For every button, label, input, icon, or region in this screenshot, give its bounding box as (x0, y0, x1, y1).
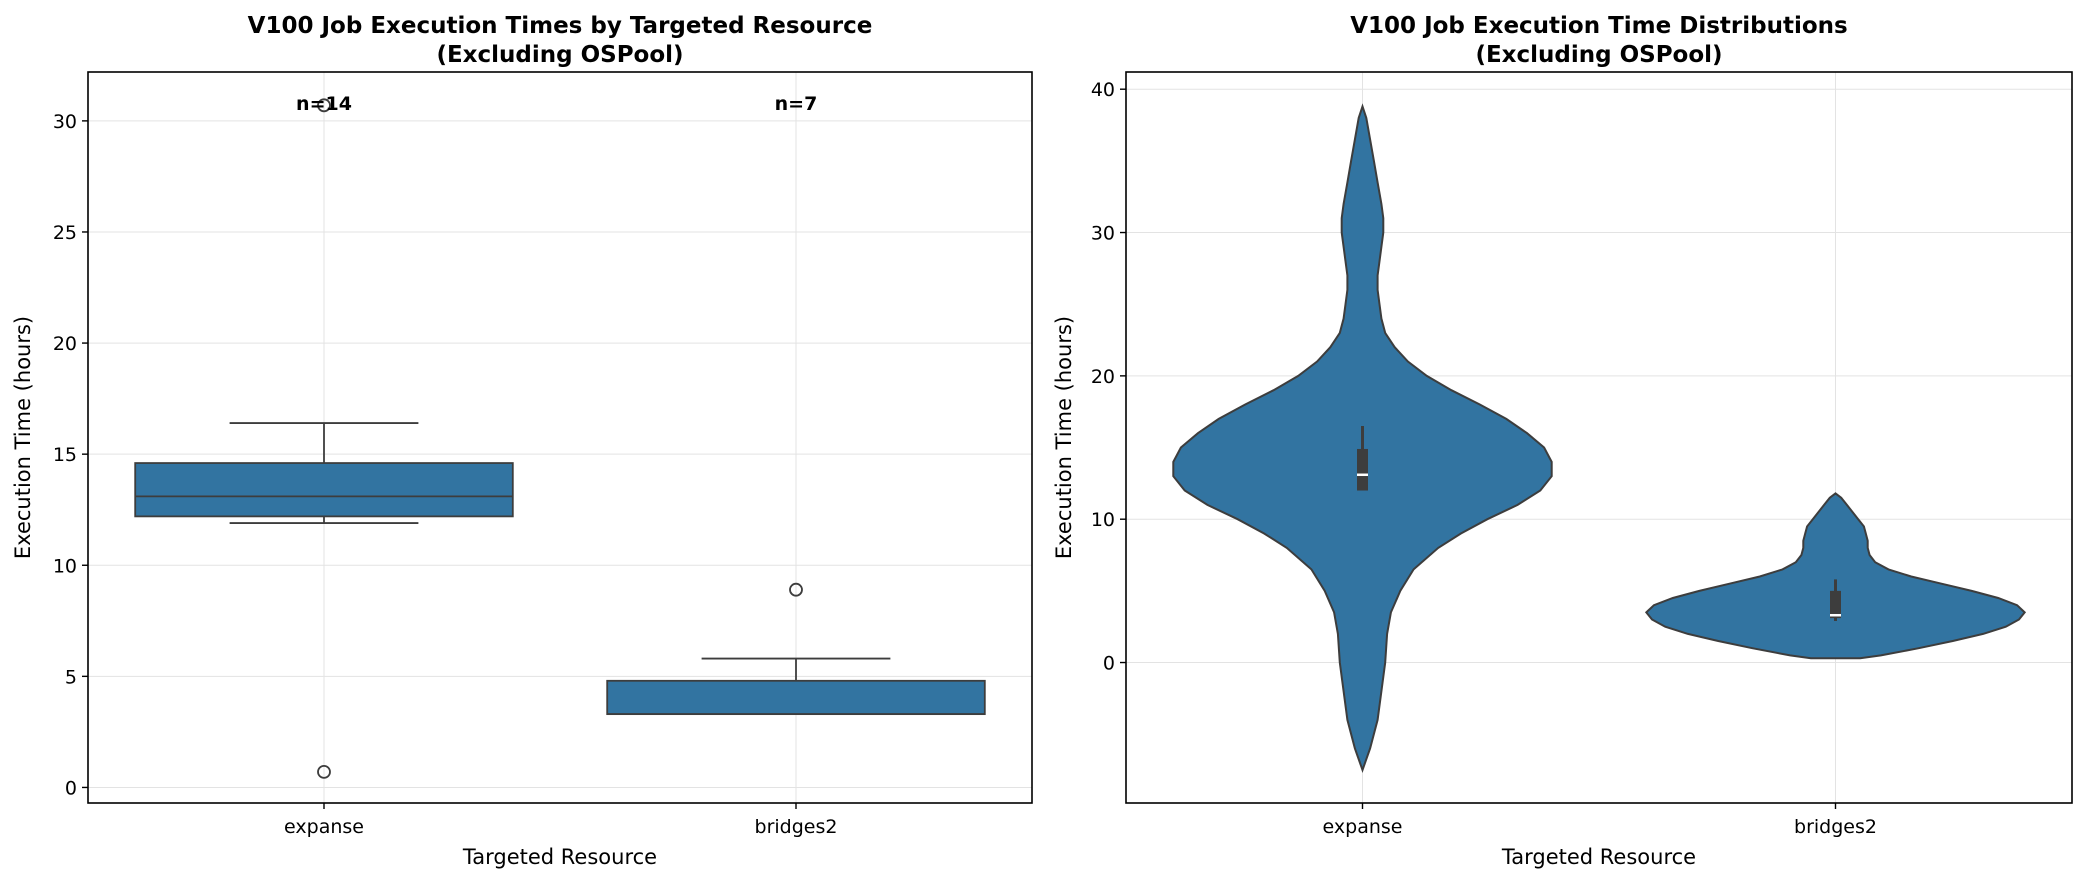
violin-iqr-box (1830, 590, 1841, 619)
box-bridges2: n=7 (606, 93, 986, 716)
x-tick-label: bridges2 (1794, 816, 1877, 838)
violin-iqr-box (1357, 448, 1368, 491)
y-tick-label: 30 (53, 111, 77, 133)
y-axis: 0 10 20 30 40 (1091, 79, 1126, 675)
chart-subtitle: (Excluding OSPool) (436, 42, 683, 68)
x-tick-label: bridges2 (755, 816, 838, 838)
y-tick-label: 30 (1091, 223, 1115, 245)
outlier-point (317, 98, 331, 113)
box-body (606, 679, 986, 716)
x-tick-label: expanse (284, 816, 364, 838)
axes-frame (87, 71, 1033, 804)
chart-subtitle: (Excluding OSPool) (1475, 42, 1722, 68)
box-expanse: n=14 (134, 93, 514, 779)
outlier-point (317, 764, 331, 779)
x-axis-label: Targeted Resource (462, 845, 657, 869)
y-tick-label: 25 (53, 222, 77, 244)
x-axis-label: Targeted Resource (1501, 845, 1696, 869)
sample-count-label: n=7 (775, 93, 818, 115)
violin-body (1644, 492, 2027, 660)
y-tick-label: 20 (53, 333, 77, 355)
violin-bridges2 (1644, 492, 2027, 660)
y-tick-label: 15 (53, 444, 77, 466)
y-axis-label: Execution Time (hours) (11, 316, 35, 559)
x-axis: expanse bridges2 (1323, 803, 1877, 838)
axes-frame (1125, 71, 2073, 804)
y-axis-label: Execution Time (hours) (1052, 316, 1076, 559)
outlier-point (789, 582, 803, 597)
grid (88, 72, 1032, 803)
x-axis: expanse bridges2 (284, 803, 837, 838)
boxplot-panel: n=14 n=7 0 5 10 15 20 25 30 expanse bridges2 Target… (11, 13, 1033, 869)
y-tick-label: 40 (1091, 79, 1115, 101)
y-tick-label: 0 (65, 777, 77, 799)
y-axis: 0 5 10 15 20 25 30 (53, 111, 88, 799)
violin-expanse (1172, 103, 1553, 774)
chart-title: V100 Job Execution Time Distributions (1350, 13, 1847, 39)
x-tick-label: expanse (1323, 816, 1403, 838)
y-tick-label: 20 (1091, 366, 1115, 388)
box-body (134, 462, 514, 518)
y-tick-label: 5 (65, 666, 77, 688)
y-tick-label: 0 (1103, 653, 1115, 675)
y-tick-label: 10 (1091, 509, 1115, 531)
violinplot-panel: 0 10 20 30 40 expanse bridges2 Targeted Resourc… (1052, 13, 2073, 869)
sample-count-label: n=14 (296, 93, 352, 115)
y-tick-label: 10 (53, 555, 77, 577)
chart-title: V100 Job Execution Times by Targeted Res… (248, 13, 873, 39)
